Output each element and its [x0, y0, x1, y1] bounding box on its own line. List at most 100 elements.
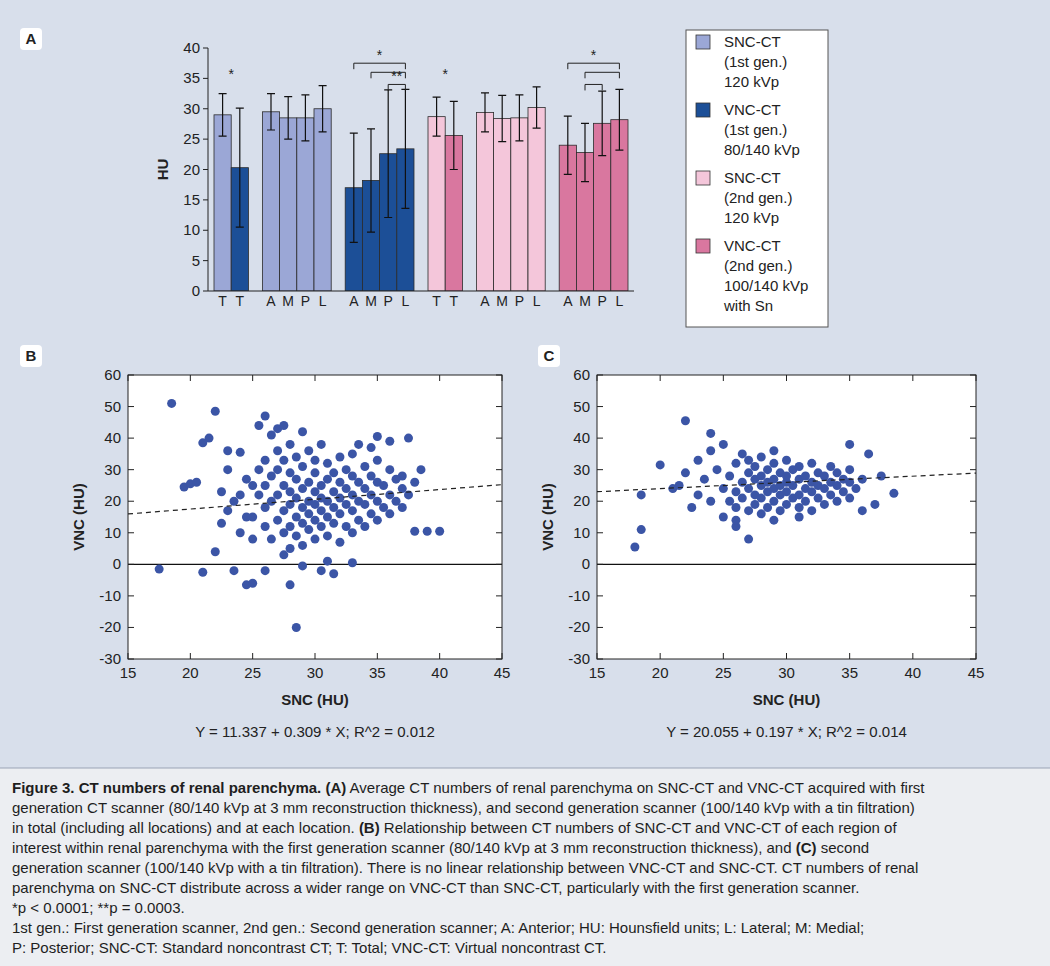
error-bar: [284, 97, 292, 140]
legend-line: SNC-CT: [724, 169, 781, 186]
y-tick-label: 50: [573, 398, 590, 415]
x-tick: [190, 375, 191, 381]
x-tick-label: L: [533, 293, 541, 309]
scatter-point: [769, 516, 778, 525]
y-tick: [970, 375, 976, 376]
scatter-point: [360, 462, 369, 471]
error-bar: [615, 89, 623, 150]
scatter-point: [323, 459, 332, 468]
y-tick-label: 10: [183, 221, 200, 238]
y-tick: [128, 406, 134, 407]
y-tick-label: 0: [113, 555, 121, 572]
legend-line: 100/140 kVp: [724, 277, 808, 294]
scatter-point: [656, 460, 665, 469]
caption-text: *p < 0.0001; **p = 0.0003.: [12, 899, 185, 916]
caption-background: [0, 768, 1050, 966]
y-tick: [496, 659, 502, 660]
y-tick: [970, 564, 976, 565]
x-tick: [128, 653, 129, 659]
x-tick-label: T: [450, 293, 459, 309]
y-tick: [970, 438, 976, 439]
scatter-point: [423, 527, 432, 536]
scatter-point: [379, 481, 388, 490]
x-tick-label: 45: [968, 664, 985, 681]
x-tick-label: 40: [904, 664, 921, 681]
scatter-point: [864, 449, 873, 458]
scatter-point: [870, 500, 879, 509]
error-bar: [350, 133, 358, 242]
y-tick: [203, 78, 208, 79]
legend-line: 80/140 kVp: [724, 141, 800, 158]
caption-line: interest within renal parenchyma with th…: [12, 838, 869, 858]
y-tick: [597, 659, 603, 660]
caption-text: interest within renal parenchyma with th…: [12, 839, 796, 856]
scatter-point: [360, 522, 369, 531]
y-tick-label: 15: [183, 191, 200, 208]
legend-label: SNC-CT(2nd gen.)120 kVp: [724, 169, 792, 226]
caption-line: 1st gen.: First generation scanner, 2nd …: [12, 918, 864, 938]
caption-line: in total (including all locations) and a…: [12, 818, 897, 838]
panel-label: C: [544, 347, 555, 364]
error-bar: [598, 91, 606, 155]
x-tick-label: A: [480, 293, 490, 309]
y-tick: [203, 169, 208, 170]
scatter-point: [198, 438, 207, 447]
scatter-point: [706, 497, 715, 506]
scatter-point: [198, 568, 207, 577]
x-tick: [252, 375, 253, 381]
scatter-point: [348, 449, 357, 458]
scatter-point: [267, 535, 276, 544]
x-tick-label: A: [349, 293, 359, 309]
x-tick: [502, 375, 503, 381]
scatter-point: [851, 484, 860, 493]
scatter-point: [360, 500, 369, 509]
figure-background: [0, 0, 1050, 768]
bar: [494, 118, 511, 291]
error-bar: [564, 116, 572, 174]
y-tick: [203, 199, 208, 200]
plot-area: [128, 399, 502, 632]
scatter-point: [877, 471, 886, 480]
legend-line: VNC-CT: [724, 237, 781, 254]
scatter-point: [211, 547, 220, 556]
scatter-point: [254, 421, 263, 430]
scatter-point: [335, 509, 344, 518]
scatter-point: [248, 481, 257, 490]
legend-line: 120 kVp: [724, 73, 779, 90]
y-tick-label: 60: [104, 366, 121, 383]
legend-line: (2nd gen.): [724, 257, 792, 274]
scatter-point: [217, 519, 226, 528]
scatter-point: [236, 448, 245, 457]
bar: [428, 117, 445, 291]
fit-equation: Y = 11.337 + 0.309 * X; R^2 = 0.012: [195, 723, 435, 740]
x-tick-label: A: [266, 293, 276, 309]
scatter-point: [248, 535, 257, 544]
bar: [511, 118, 528, 291]
scatter-point: [261, 481, 270, 490]
scatter-point: [329, 468, 338, 477]
y-tick: [496, 564, 502, 565]
scatter-point: [254, 465, 263, 474]
significance-mark: *: [228, 66, 234, 82]
x-tick-label: P: [598, 293, 607, 309]
x-tick-label: T: [236, 293, 245, 309]
legend-swatch: [696, 35, 710, 49]
x-tick: [976, 375, 977, 381]
panel-label: B: [26, 347, 37, 364]
y-tick: [597, 532, 603, 533]
x-tick-label: 15: [589, 664, 606, 681]
scatter-point: [286, 544, 295, 553]
x-tick-label: 25: [715, 664, 732, 681]
scatter-point: [807, 459, 816, 468]
x-tick-label: M: [496, 293, 508, 309]
scatter-point: [279, 421, 288, 430]
y-tick-label: -30: [99, 650, 121, 667]
x-tick: [660, 653, 661, 659]
x-tick: [597, 653, 598, 659]
scatter-point: [261, 456, 270, 465]
scatter-point: [795, 462, 804, 471]
x-tick-label: 20: [182, 664, 199, 681]
scatter-point: [348, 506, 357, 515]
x-tick-label: 30: [778, 664, 795, 681]
x-tick: [849, 653, 850, 659]
